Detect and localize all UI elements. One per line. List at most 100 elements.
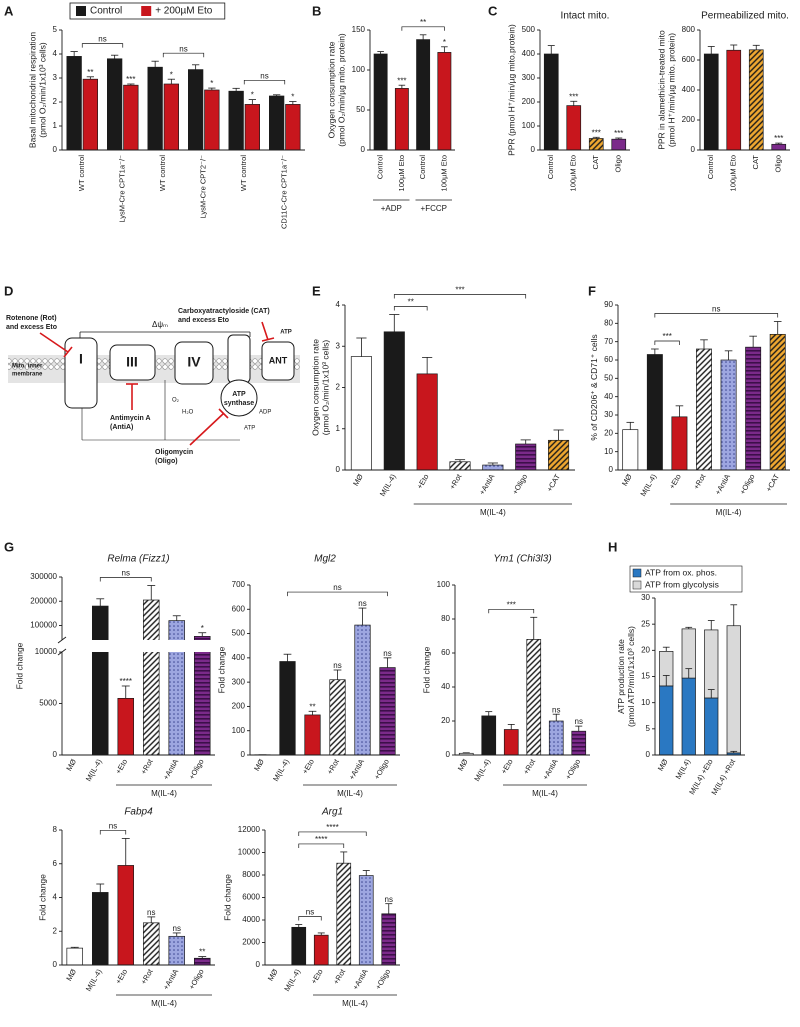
x-tick-label: 100µM Eto <box>397 155 406 191</box>
bar <box>163 83 179 151</box>
bar <box>269 95 285 151</box>
x-tick-label: +AntiA <box>161 757 180 781</box>
x-tick-label: +CAT <box>545 472 562 493</box>
panel-label: C <box>488 3 498 18</box>
inhibitor-bar <box>261 337 275 342</box>
x-tick-label: WT control <box>77 155 86 191</box>
y-axis-label: PPR in alamethicin-treated mito <box>656 30 666 150</box>
y-tick-label: 5 <box>53 25 58 34</box>
y-tick-label: 0 <box>256 960 261 969</box>
x-tick-label: 100µM Eto <box>569 155 578 191</box>
x-tick-label: +Eto <box>300 757 316 775</box>
significance-label: *** <box>592 128 601 137</box>
x-tick-label: M(IL-4) <box>378 472 398 498</box>
bar <box>383 331 405 471</box>
legend-swatch <box>632 580 642 590</box>
membrane-label: membrane <box>12 372 43 378</box>
panel-label: F <box>588 283 596 298</box>
x-tick-label: CAT <box>751 155 760 170</box>
y-tick-label: 6 <box>53 859 58 868</box>
complex-label: I <box>79 351 83 367</box>
y-tick-label: 10 <box>641 698 650 707</box>
y-tick-label: 1 <box>336 424 341 433</box>
panel-label: H <box>608 539 617 554</box>
bar <box>659 685 674 756</box>
y-axis-label: (pmol O₂/min/µg mito. protein) <box>336 33 346 147</box>
complex-iv <box>174 341 214 385</box>
panel-label: G <box>4 539 14 554</box>
bar <box>571 730 587 756</box>
bar <box>66 56 82 151</box>
y-tick-label: 4 <box>53 893 58 902</box>
legend-label: ATP from ox. phos. <box>645 567 717 577</box>
x-tick-label: M(IL-4) <box>638 472 658 498</box>
x-tick-label: MØ <box>64 967 78 982</box>
x-tick-label: +Oligo <box>563 757 582 780</box>
y-tick-label: 100 <box>437 580 451 589</box>
bracket-label: ns <box>712 305 720 314</box>
x-tick-label: +Oligo <box>187 757 206 780</box>
y-tick-label: 5000 <box>39 699 57 708</box>
x-tick-label: +AntiA <box>713 472 732 496</box>
x-tick-label: +Oligo <box>187 967 206 990</box>
x-tick-label: CD11C-Cre CPT1a⁻/⁻ <box>280 155 289 229</box>
x-tick-label: +AntiA <box>541 757 560 781</box>
y-tick-label: 500 <box>232 629 246 638</box>
bar <box>336 862 352 966</box>
y-axis-label: % of CD206⁺ & CD71⁺ cells <box>589 334 599 440</box>
inhibitor-label: (AntiA) <box>110 424 133 431</box>
y-tick-label: 3 <box>53 73 58 82</box>
group-label: M(IL-4) <box>342 999 368 1008</box>
y-tick-label: 40 <box>441 682 450 691</box>
bracket-label: ** <box>408 298 414 307</box>
bar <box>726 625 741 754</box>
significance-label: *** <box>569 92 578 101</box>
atp-synthase-stalk <box>227 334 251 384</box>
bar <box>291 926 307 966</box>
atp-synthase-head <box>220 379 258 417</box>
y-axis-label: Fold change <box>38 874 48 921</box>
x-tick-label: +Rot <box>139 967 155 986</box>
y-tick-label: 2 <box>336 383 341 392</box>
inhibitor-label: and excess Eto <box>178 317 229 324</box>
bracket <box>393 294 527 299</box>
panel-label: A <box>4 3 14 18</box>
x-tick-label: 100µM Eto <box>439 155 448 191</box>
bracket <box>488 608 535 614</box>
y-tick-label: 10 <box>604 447 613 456</box>
inhibitor-label: Antimycin A <box>110 415 151 422</box>
significance-label: * <box>251 91 254 100</box>
inhibitor-label: Rotenone (Rot) <box>6 315 57 322</box>
y-axis-label: (pmol H⁺/min/µg mito. protein) <box>666 33 676 147</box>
chart-title: Permeabilized mito. <box>701 11 789 22</box>
bar <box>379 667 396 756</box>
significance-label: ns <box>358 599 366 608</box>
y-tick-label: 30 <box>604 410 613 419</box>
bar <box>66 947 84 966</box>
bar <box>354 624 371 756</box>
y-tick-label: 0 <box>446 750 451 759</box>
bar <box>482 464 504 471</box>
legend-label: Control <box>90 6 122 17</box>
bar <box>279 661 296 756</box>
y-tick-label: 10000 <box>238 848 261 857</box>
inhibitor-line <box>189 412 225 446</box>
x-tick-label: 100µM Eto <box>729 155 738 191</box>
bar <box>228 90 244 151</box>
group-label: M(IL-4) <box>151 999 177 1008</box>
bar <box>704 629 719 699</box>
y-tick-label: 0 <box>336 465 341 474</box>
bracket-label: **** <box>326 823 338 832</box>
o2-label: O₂ <box>172 398 180 404</box>
bar <box>681 677 696 756</box>
significance-label: ns <box>385 895 393 904</box>
x-tick-label: +AntiA <box>347 757 366 781</box>
x-tick-label: +Oligo <box>510 472 529 495</box>
bar <box>671 416 688 471</box>
inhibitor-line <box>261 321 269 341</box>
y-tick-label: 3 <box>336 341 341 350</box>
y-tick-label: 60 <box>441 648 450 657</box>
membrane-label: Mito. inner <box>12 364 43 370</box>
bracket-label: ns <box>306 908 314 917</box>
